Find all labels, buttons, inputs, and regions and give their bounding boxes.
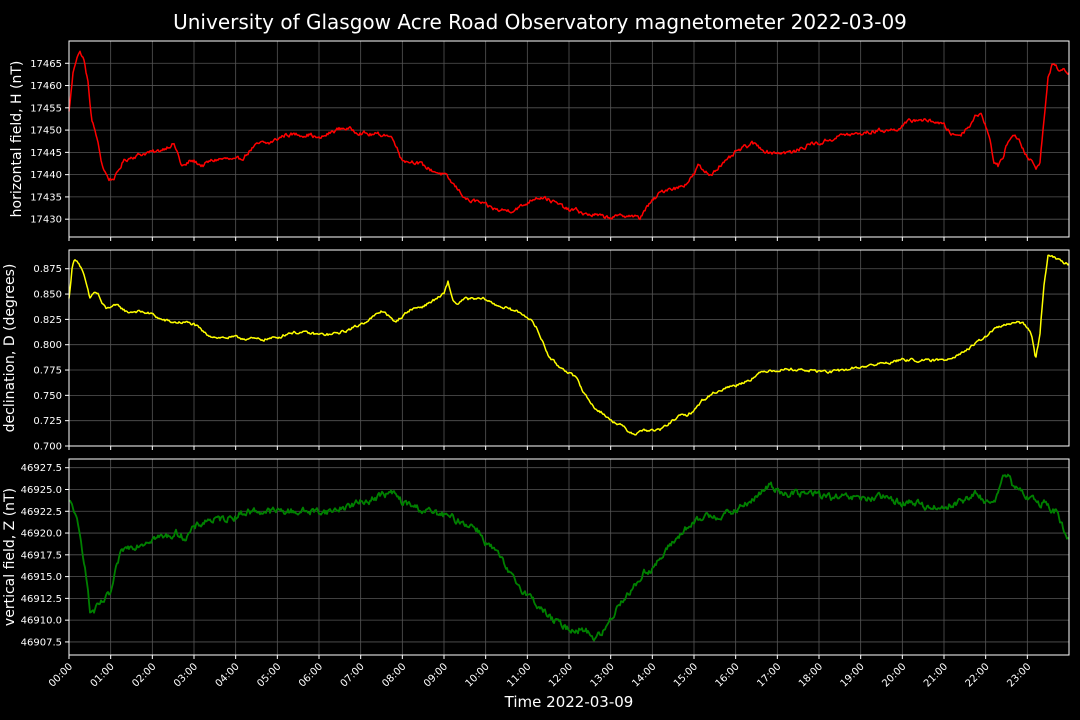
z-field-panel: 46907.5 46910.0 46912.5 46915.0 46917.5 46920… — [2, 458, 1070, 659]
declination-ylabel: declination, D (degrees) — [2, 264, 18, 433]
z-field-ytick-label: 46907.5 — [21, 637, 62, 648]
h-field-ytick-label: 17450 — [30, 126, 62, 137]
x-axis-label: Time 2022-03-09 — [504, 693, 634, 711]
z-field-ytick-label: 46922.5 — [21, 507, 62, 518]
h-field-ytick-label: 17465 — [30, 59, 62, 70]
z-field-ylabel: vertical field, Z (nT) — [2, 488, 18, 626]
declination-ytick-label: 0.700 — [33, 442, 62, 453]
declination-ytick-label: 0.875 — [33, 264, 62, 275]
z-field-ytick-label: 46912.5 — [21, 594, 62, 605]
declination-panel: 0.700 0.725 0.750 0.775 0.800 0.825 0.850 0.875… — [2, 249, 1070, 453]
h-field-ylabel: horizontal field, H (nT) — [9, 61, 25, 218]
h-field-ytick-label: 17435 — [30, 192, 62, 203]
declination-ytick-label: 0.775 — [33, 366, 62, 377]
declination-ytick-label: 0.850 — [33, 290, 62, 301]
declination-ytick-label: 0.750 — [33, 391, 62, 402]
declination-ytick-label: 0.800 — [33, 340, 62, 351]
h-field-ytick-label: 17430 — [30, 215, 62, 226]
declination-ytick-label: 0.825 — [33, 315, 62, 326]
h-field-ytick-label: 17460 — [30, 81, 62, 92]
figure-title: University of Glasgow Acre Road Observat… — [173, 10, 907, 34]
z-field-ytick-label: 46920.0 — [21, 529, 62, 540]
z-field-ytick-label: 46917.5 — [21, 550, 62, 561]
h-field-series-line — [68, 50, 1070, 221]
h-field-ytick-label: 17455 — [30, 103, 62, 114]
z-field-ytick-label: 46927.5 — [21, 463, 62, 474]
h-field-ytick-label: 17440 — [30, 170, 62, 181]
z-field-ytick-label: 46915.0 — [21, 572, 62, 583]
z-field-ytick-label: 46925.0 — [21, 485, 62, 496]
z-field-ytick-label: 46910.0 — [21, 616, 62, 627]
declination-ytick-label: 0.725 — [33, 416, 62, 427]
declination-series-line — [68, 254, 1070, 436]
h-field-ytick-label: 17445 — [30, 148, 62, 159]
h-field-panel: 17430 17435 17440 17445 17450 17455 17460 17465… — [9, 40, 1070, 241]
z-field-series-line — [68, 473, 1070, 642]
